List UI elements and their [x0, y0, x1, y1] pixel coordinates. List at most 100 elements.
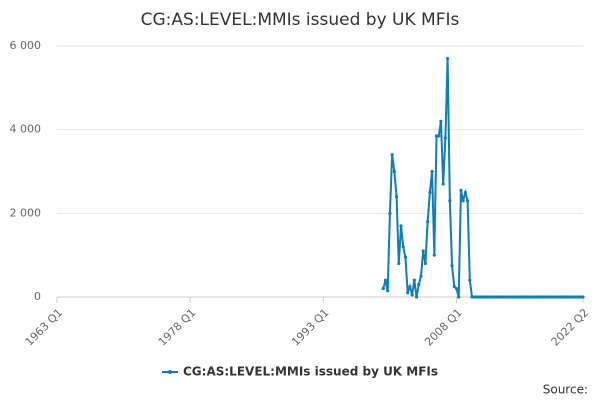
point — [523, 295, 527, 299]
point — [386, 289, 390, 293]
y-tick-label: 0 — [34, 290, 41, 303]
point — [545, 295, 550, 299]
point — [481, 295, 485, 299]
point — [537, 295, 541, 299]
point — [521, 295, 525, 299]
point — [499, 295, 503, 299]
point — [437, 134, 441, 138]
x-tick-label: 2008 Q1 — [422, 306, 465, 349]
point — [534, 295, 538, 299]
point — [488, 295, 492, 299]
point — [443, 136, 447, 140]
legend-marker — [168, 370, 172, 374]
point — [568, 295, 572, 299]
point — [570, 295, 574, 299]
point — [446, 56, 450, 61]
point — [525, 295, 530, 299]
point — [514, 295, 519, 299]
point — [432, 253, 436, 257]
point — [552, 295, 556, 299]
point — [541, 295, 545, 299]
point — [463, 190, 467, 195]
point — [479, 295, 483, 299]
point — [468, 278, 472, 282]
point — [508, 295, 512, 299]
x-tick-label: 1978 Q1 — [156, 306, 199, 349]
point — [510, 295, 514, 299]
point — [505, 295, 510, 299]
point — [550, 295, 554, 299]
point — [554, 295, 558, 299]
point — [485, 295, 490, 299]
point — [388, 211, 392, 215]
point — [579, 295, 583, 299]
point — [408, 284, 412, 289]
point — [477, 295, 481, 299]
point — [474, 295, 479, 299]
point — [528, 295, 532, 299]
point — [572, 295, 576, 299]
point — [548, 295, 552, 299]
point — [465, 199, 470, 203]
point — [501, 295, 505, 299]
point — [403, 255, 408, 259]
point — [492, 295, 496, 299]
point — [381, 287, 385, 291]
point — [576, 295, 581, 299]
point — [399, 224, 403, 228]
point — [532, 295, 536, 299]
point — [470, 295, 474, 299]
point — [423, 261, 428, 266]
point — [439, 119, 443, 123]
chart-title: CG:AS:LEVEL:MMIs issued by UK MFIs — [141, 10, 460, 30]
x-tick-label: 2022 Q2 — [549, 306, 592, 349]
point — [457, 295, 461, 299]
legend-label: CG:AS:LEVEL:MMIs issued by UK MFIs — [183, 365, 438, 379]
x-tick-label: 1993 Q1 — [289, 306, 332, 349]
point — [401, 245, 405, 249]
point — [472, 295, 476, 299]
point — [428, 190, 432, 195]
point — [503, 295, 507, 299]
point — [483, 295, 487, 299]
point — [559, 295, 563, 299]
y-tick-label: 4 000 — [10, 123, 42, 136]
point — [459, 188, 463, 192]
point — [448, 199, 452, 203]
point — [441, 182, 445, 186]
point — [434, 134, 439, 138]
point — [494, 295, 499, 299]
point — [397, 261, 401, 266]
point — [581, 295, 585, 299]
point — [410, 293, 414, 297]
point — [497, 295, 501, 299]
point — [452, 284, 456, 289]
point — [421, 249, 425, 253]
point — [417, 282, 421, 287]
y-tick-label: 2 000 — [10, 206, 42, 219]
point — [454, 287, 459, 291]
point — [561, 295, 565, 299]
source: Source: — [543, 383, 588, 397]
point — [574, 295, 578, 299]
point — [490, 295, 494, 299]
point — [543, 295, 547, 299]
point — [563, 295, 567, 299]
point — [419, 274, 423, 278]
point — [412, 278, 416, 282]
point — [394, 195, 399, 199]
point — [556, 295, 561, 299]
point — [390, 153, 394, 157]
point — [461, 199, 465, 203]
x-tick-label: 1963 Q1 — [23, 306, 66, 349]
point — [392, 169, 396, 174]
point — [539, 295, 543, 299]
point — [430, 169, 434, 174]
point — [517, 295, 521, 299]
point — [512, 295, 516, 299]
point — [519, 295, 523, 299]
point — [406, 291, 410, 295]
point — [450, 264, 454, 268]
point — [565, 295, 570, 299]
